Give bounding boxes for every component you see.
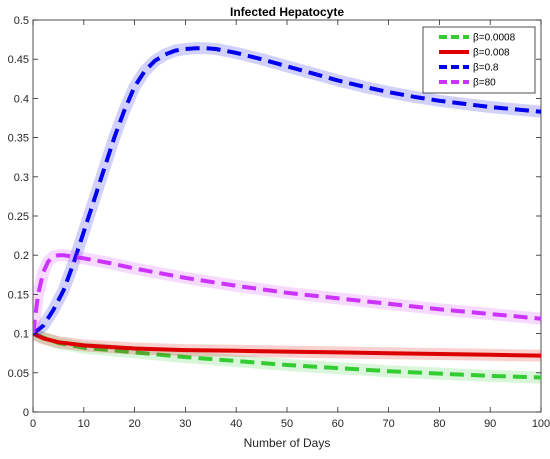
legend-label: β=0.0008: [473, 33, 516, 44]
x-tick-label: 20: [128, 418, 140, 430]
x-tick-label: 80: [433, 418, 445, 430]
x-tick-label: 60: [332, 418, 344, 430]
x-axis-title: Number of Days: [244, 436, 331, 450]
x-tick-label: 10: [78, 418, 90, 430]
legend-label: β=0.008: [473, 48, 510, 59]
x-tick-label: 90: [484, 418, 496, 430]
series-line: [33, 46, 541, 336]
x-tick-label: 0: [30, 418, 36, 430]
legend: β=0.0008 β=0.008 β=0.8 β=80: [422, 26, 536, 94]
x-tick-label: 30: [179, 418, 191, 430]
y-tick-label: 0.2: [14, 250, 29, 262]
y-tick-label: 0.45: [8, 54, 29, 66]
y-tick-label: 0.25: [8, 211, 29, 223]
legend-label: β=80: [473, 78, 496, 89]
y-tick-label: 0.3: [14, 172, 29, 184]
legend-label: β=0.8: [473, 63, 499, 74]
x-tick-label: 40: [230, 418, 242, 430]
series-line: [33, 331, 541, 358]
series-line: [33, 253, 541, 334]
y-tick-label: 0.05: [8, 368, 29, 380]
x-tick-label: 70: [382, 418, 394, 430]
y-tick-label: 0: [23, 407, 29, 419]
y-axis: 0 0.05 0.1 0.15 0.2 0.25 0.3 0.35 0.4 0.45 0.5: [8, 15, 541, 419]
chart-title: Infected Hepatocyte: [230, 5, 344, 19]
x-tick-label: 50: [281, 418, 293, 430]
y-tick-label: 0.15: [8, 289, 29, 301]
y-tick-label: 0.4: [14, 93, 29, 105]
y-tick-label: 0.5: [14, 15, 29, 27]
y-tick-label: 0.1: [14, 329, 29, 341]
x-axis: 0 10 20 30 40 50 60 70 80 90 100: [30, 20, 550, 430]
x-tick-label: 100: [532, 418, 550, 430]
y-tick-label: 0.35: [8, 133, 29, 145]
